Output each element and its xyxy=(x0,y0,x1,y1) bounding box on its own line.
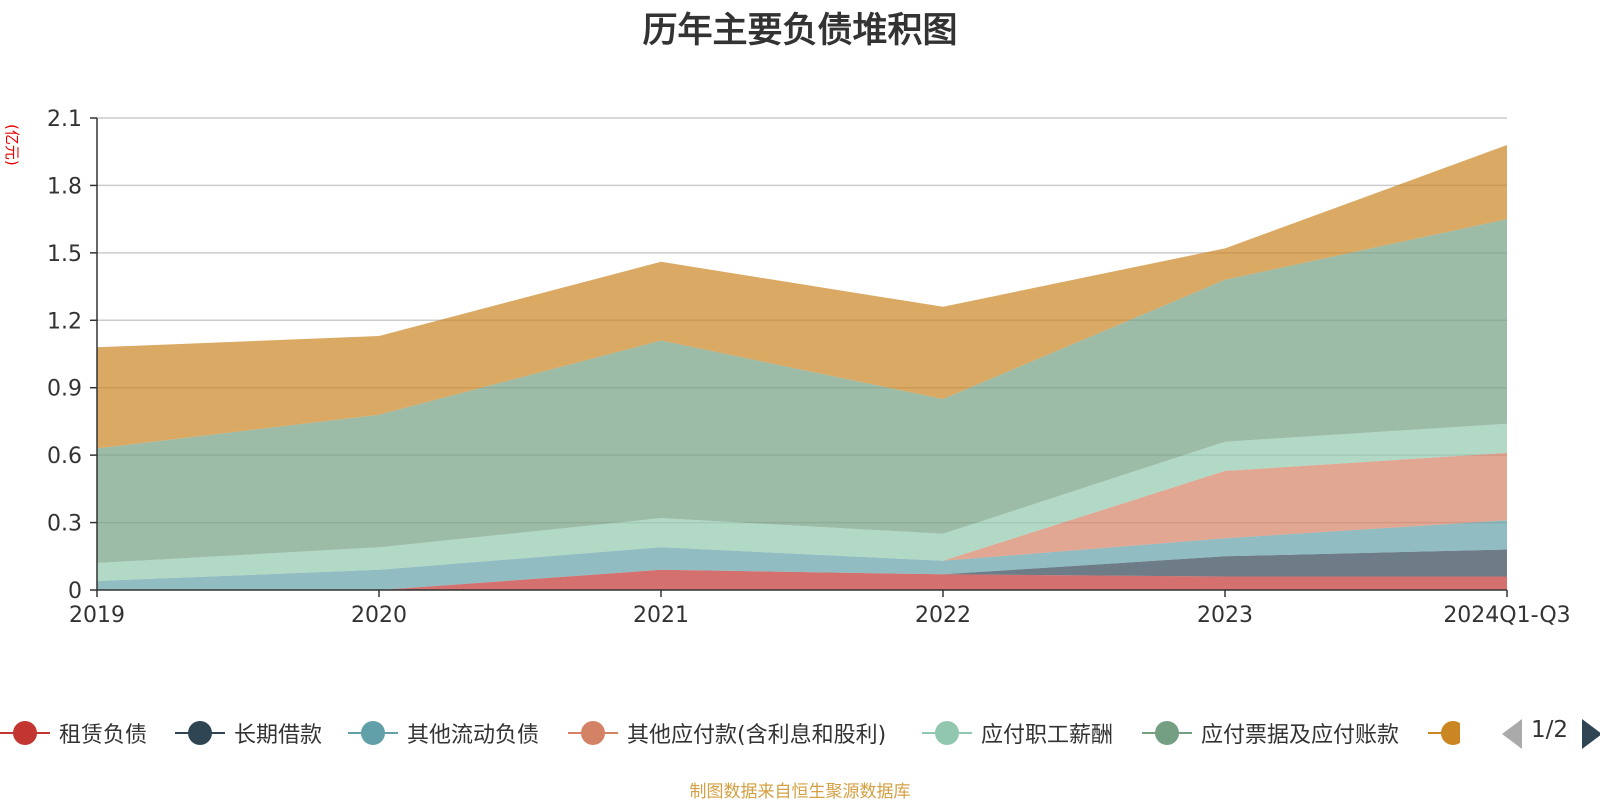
x-tick-label: 2023 xyxy=(1197,603,1253,628)
y-tick-label: 2.1 xyxy=(47,107,82,132)
source-note: 制图数据来自恒生聚源数据库 xyxy=(689,782,911,802)
area-series-2[interactable] xyxy=(97,549,1507,591)
y-tick-label: 0.3 xyxy=(47,512,82,537)
legend-item[interactable]: 其他应付款(含利息和股利) xyxy=(568,713,886,753)
legend-label: 应付职工薪酬 xyxy=(981,723,1114,748)
legend-symbol-icon xyxy=(175,720,225,746)
y-tick-label: 0 xyxy=(68,579,82,604)
legend-symbol-icon xyxy=(568,720,618,746)
legend-item[interactable]: 租赁负债 xyxy=(0,713,147,753)
prev-page-icon[interactable] xyxy=(1502,719,1522,749)
area-series xyxy=(97,145,1507,590)
legend-label: 租赁负债 xyxy=(59,723,148,748)
y-tick-label: 0.6 xyxy=(47,444,82,469)
y-axis-unit-label: (亿元) xyxy=(3,124,21,166)
y-tick-label: 1.8 xyxy=(47,174,82,199)
legend-label: 其他流动负债 xyxy=(407,723,540,748)
chart-title: 历年主要负债堆积图 xyxy=(642,11,958,51)
x-tick-label: 2021 xyxy=(633,603,689,628)
legend-symbol-icon xyxy=(1428,720,1460,746)
legend-item[interactable]: 应付票据及应付账款 xyxy=(1142,713,1399,753)
legend-pager: 1/2 xyxy=(1498,713,1600,753)
area-series-4[interactable] xyxy=(97,452,1507,581)
legend-symbol-icon xyxy=(0,720,50,746)
x-tick-label: 2020 xyxy=(351,603,407,628)
legend-page-indicator: 1/2 xyxy=(1531,717,1569,743)
legend-label: 长期借款 xyxy=(234,723,323,748)
legend-label: 应付票据及应付账款 xyxy=(1201,723,1400,748)
x-tick-label: 2022 xyxy=(915,603,971,628)
area-series-7[interactable] xyxy=(97,145,1507,449)
legend-symbol-icon xyxy=(348,720,398,746)
area-series-1[interactable] xyxy=(97,569,1507,590)
legend-symbol-icon xyxy=(1142,720,1192,746)
x-tick-label: 2019 xyxy=(69,603,125,628)
legend-item[interactable]: 其他流动负债 xyxy=(348,713,539,753)
area-series-6[interactable] xyxy=(97,219,1507,563)
legend-item[interactable] xyxy=(1428,713,1460,753)
legend-item[interactable]: 应付职工薪酬 xyxy=(922,713,1113,753)
x-tick-label: 2024Q1-Q3 xyxy=(1443,603,1570,628)
y-tick-label: 1.2 xyxy=(47,309,82,334)
y-tick-label: 0.9 xyxy=(47,377,82,402)
area-series-3[interactable] xyxy=(97,520,1507,590)
axes: 0 0.3 0.6 0.9 1.2 1.5 1.8 2.1 2019 2020 2021 2022 20… xyxy=(47,107,1571,628)
area-series-5[interactable] xyxy=(97,423,1507,581)
legend-symbol-icon xyxy=(922,720,972,746)
legend: 租赁负债 长期借款 其他流动负债 其他应付款(含利息和股利) 应付职工薪酬 应付票据及应付… xyxy=(0,713,1600,753)
y-tick-label: 1.5 xyxy=(47,242,82,267)
legend-item[interactable]: 长期借款 xyxy=(175,713,322,753)
next-page-icon[interactable] xyxy=(1582,719,1600,749)
legend-label: 其他应付款(含利息和股利) xyxy=(627,723,887,748)
